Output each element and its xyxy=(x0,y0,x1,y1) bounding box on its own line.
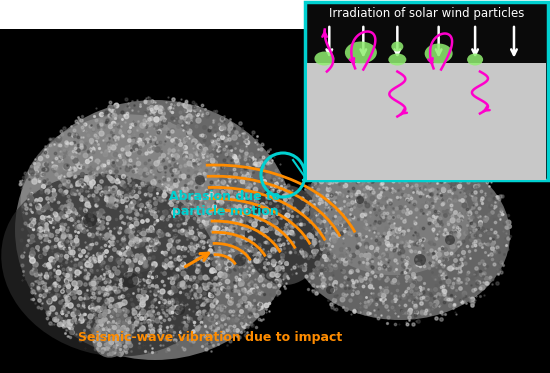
Ellipse shape xyxy=(310,155,470,275)
Circle shape xyxy=(445,235,455,245)
Circle shape xyxy=(83,213,97,227)
Circle shape xyxy=(414,254,426,266)
Bar xyxy=(307,157,546,180)
Ellipse shape xyxy=(245,185,325,285)
Ellipse shape xyxy=(1,173,219,357)
Bar xyxy=(307,86,546,110)
Circle shape xyxy=(356,196,364,204)
Circle shape xyxy=(234,254,246,266)
Circle shape xyxy=(195,175,205,185)
Bar xyxy=(307,133,546,157)
Ellipse shape xyxy=(345,41,377,63)
Bar xyxy=(305,2,548,180)
Ellipse shape xyxy=(315,51,334,66)
Ellipse shape xyxy=(15,100,295,360)
Ellipse shape xyxy=(20,114,219,276)
Circle shape xyxy=(326,286,334,294)
Ellipse shape xyxy=(92,308,133,358)
Text: Seismic-wave vibration due to impact: Seismic-wave vibration due to impact xyxy=(78,332,342,345)
Ellipse shape xyxy=(425,44,453,63)
Ellipse shape xyxy=(290,150,510,320)
Text: Abrasion due to
particle motion: Abrasion due to particle motion xyxy=(169,190,280,218)
Bar xyxy=(0,0,550,29)
Bar xyxy=(307,63,546,86)
Text: Irradiation of solar wind particles: Irradiation of solar wind particles xyxy=(329,7,524,21)
Bar xyxy=(307,110,546,133)
Ellipse shape xyxy=(467,53,483,66)
Circle shape xyxy=(122,272,138,288)
Ellipse shape xyxy=(392,41,403,51)
Ellipse shape xyxy=(388,53,406,66)
Bar xyxy=(307,63,546,180)
Circle shape xyxy=(175,305,185,315)
